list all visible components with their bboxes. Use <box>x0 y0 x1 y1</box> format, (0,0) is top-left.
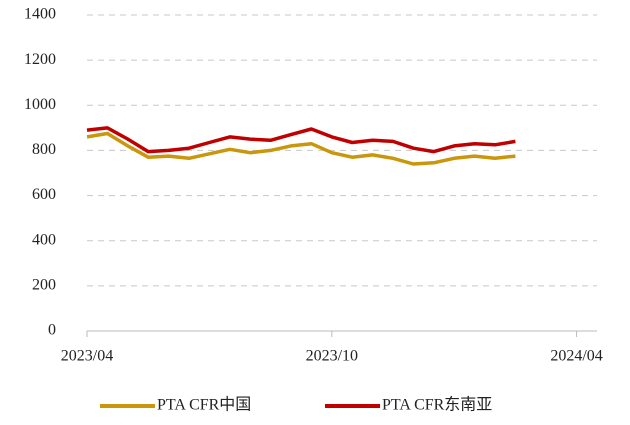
y-tick-label: 1000 <box>24 96 56 113</box>
legend-label: PTA CFR东南亚 <box>382 396 492 414</box>
y-tick-label: 1200 <box>24 51 56 68</box>
series-line <box>86 131 516 166</box>
legend-label: PTA CFR中国 <box>157 396 251 414</box>
y-tick-label: 400 <box>32 231 56 248</box>
y-tick-label: 200 <box>32 277 56 294</box>
y-tick-label: 0 <box>48 322 56 339</box>
y-tick-label: 1400 <box>24 6 56 23</box>
series-line <box>86 126 516 154</box>
x-tick-label: 2023/04 <box>61 348 113 365</box>
y-tick-label: 600 <box>32 186 56 203</box>
y-tick-label: 800 <box>32 141 56 158</box>
x-tick-label: 2023/10 <box>306 348 358 365</box>
x-tick-label: 2024/04 <box>550 348 602 365</box>
